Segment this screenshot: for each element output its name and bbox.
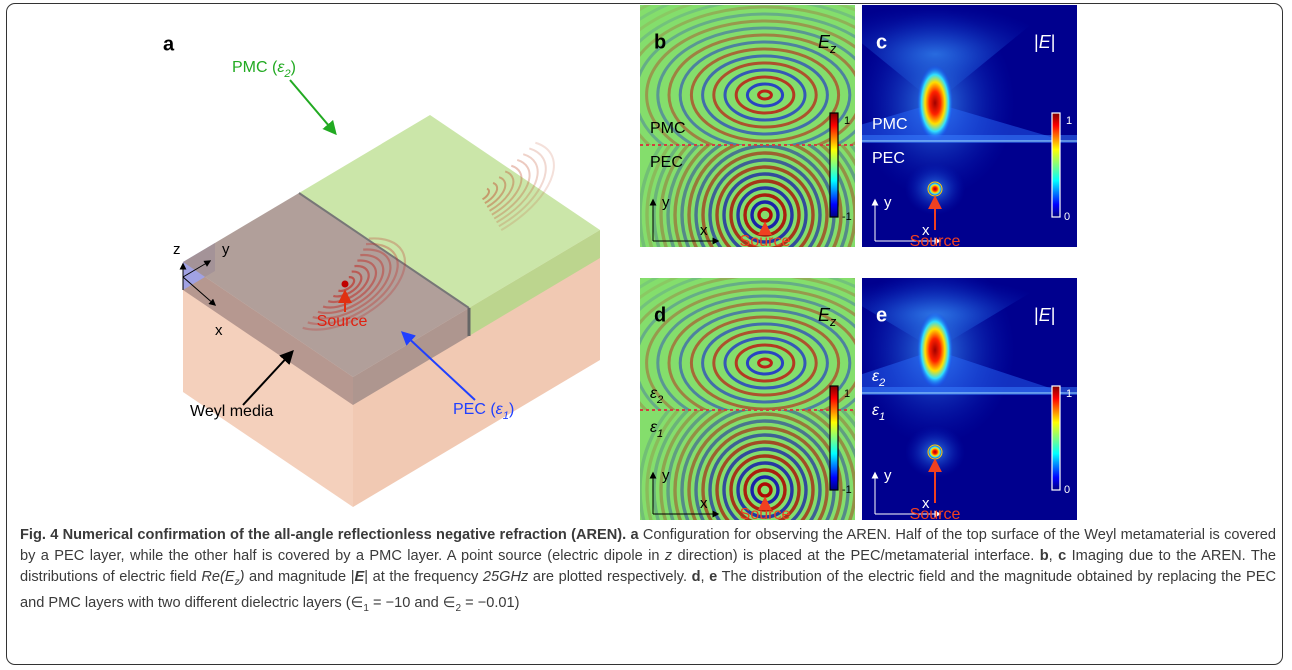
text-part: 1 xyxy=(879,411,885,423)
colorbar-label: 1 xyxy=(844,115,850,127)
caption-title: Fig. 4 Numerical confirmation of the all… xyxy=(20,527,626,543)
text-part: 2 xyxy=(656,394,664,406)
region-label: PMC xyxy=(650,120,686,137)
source-spot xyxy=(928,445,942,459)
caption-panel-ref: b xyxy=(1040,548,1049,564)
page: a z y x Source Weyl media PMC (ε2) PEC (… xyxy=(0,0,1292,670)
text-part: ) xyxy=(509,401,514,418)
focus xyxy=(917,65,953,141)
quantity-label: |E| xyxy=(1034,32,1055,52)
colorbar xyxy=(1052,113,1060,217)
axis-label: y xyxy=(662,194,670,211)
colorbar xyxy=(830,386,838,490)
axis-label: x xyxy=(700,222,708,239)
text-part: | xyxy=(1051,32,1056,52)
panel-a: a z y x Source Weyl media PMC (ε2) PEC (… xyxy=(163,33,600,507)
region-label: PEC xyxy=(650,154,683,171)
figure: a z y x Source Weyl media PMC (ε2) PEC (… xyxy=(0,0,1292,525)
axis-label: x xyxy=(700,495,708,512)
panel-label: d xyxy=(654,304,666,326)
source-label: Source xyxy=(317,313,368,330)
caption-text: | at the frequency xyxy=(364,569,483,585)
text-part: ) xyxy=(291,59,296,76)
source-label: Source xyxy=(740,233,791,250)
text-part: z xyxy=(829,315,837,329)
text-part: PMC xyxy=(650,120,686,137)
axis-label: y xyxy=(884,194,892,211)
text-part: z xyxy=(829,42,837,56)
caption: Fig. 4 Numerical confirmation of the all… xyxy=(20,525,1276,619)
source-label: Source xyxy=(740,506,791,523)
colorbar-label: 0 xyxy=(1064,484,1070,496)
interface-band xyxy=(862,135,1077,143)
panel-label: c xyxy=(876,31,887,53)
pmc-label: PMC (ε2) xyxy=(232,59,296,80)
caption-text: = −0.01) xyxy=(461,595,519,611)
panel-label: a xyxy=(163,33,175,55)
axis-label: z xyxy=(173,241,181,258)
text-part: PEC ( xyxy=(453,401,496,418)
caption-text: direction) is placed at the PEC/metamate… xyxy=(672,548,1040,564)
axis-label: y xyxy=(662,467,670,484)
colorbar-label: -1 xyxy=(842,211,852,223)
region-label: PMC xyxy=(872,116,908,133)
quantity-label: |E| xyxy=(1034,305,1055,325)
colorbar-label: 1 xyxy=(1066,115,1072,127)
text-part: | xyxy=(1051,305,1056,325)
text-part: PEC xyxy=(872,150,905,167)
colorbar-label: 1 xyxy=(844,388,850,400)
caption-panel-ref: d xyxy=(692,569,701,585)
colorbar-label: 1 xyxy=(1066,388,1072,400)
source-dot xyxy=(342,281,349,288)
colorbar xyxy=(830,113,838,217)
caption-text: 25GHz xyxy=(483,569,528,585)
panel-label: e xyxy=(876,304,887,326)
source-spot xyxy=(928,182,942,196)
caption-text: , xyxy=(1049,548,1058,564)
caption-panel-ref: a xyxy=(630,527,638,543)
text-part: PMC xyxy=(872,116,908,133)
source-label: Source xyxy=(910,233,961,250)
axis-label: x xyxy=(215,322,223,339)
caption-text: and magnitude | xyxy=(244,569,354,585)
panel-label: b xyxy=(654,31,666,53)
pmc-arrow xyxy=(290,80,335,133)
caption-text: are plotted respectively. xyxy=(528,569,691,585)
focus xyxy=(917,312,953,388)
region-label: PEC xyxy=(872,150,905,167)
caption-text: Re(E xyxy=(201,569,234,585)
text-part: PMC ( xyxy=(232,59,278,76)
caption-text: = −10 and ∈ xyxy=(369,595,456,611)
weyl-label: Weyl media xyxy=(190,403,273,420)
caption-text: , xyxy=(701,569,710,585)
caption-text: E xyxy=(355,569,365,585)
colorbar-label: -1 xyxy=(842,484,852,496)
text-part: 2 xyxy=(878,377,886,389)
axis-label: y xyxy=(884,467,892,484)
text-part: 1 xyxy=(657,428,663,440)
colorbar xyxy=(1052,386,1060,490)
interface-band xyxy=(862,387,1077,395)
axis-label: y xyxy=(222,241,230,258)
source-label: Source xyxy=(910,506,961,523)
colorbar-label: 0 xyxy=(1064,211,1070,223)
text-part: PEC xyxy=(650,154,683,171)
